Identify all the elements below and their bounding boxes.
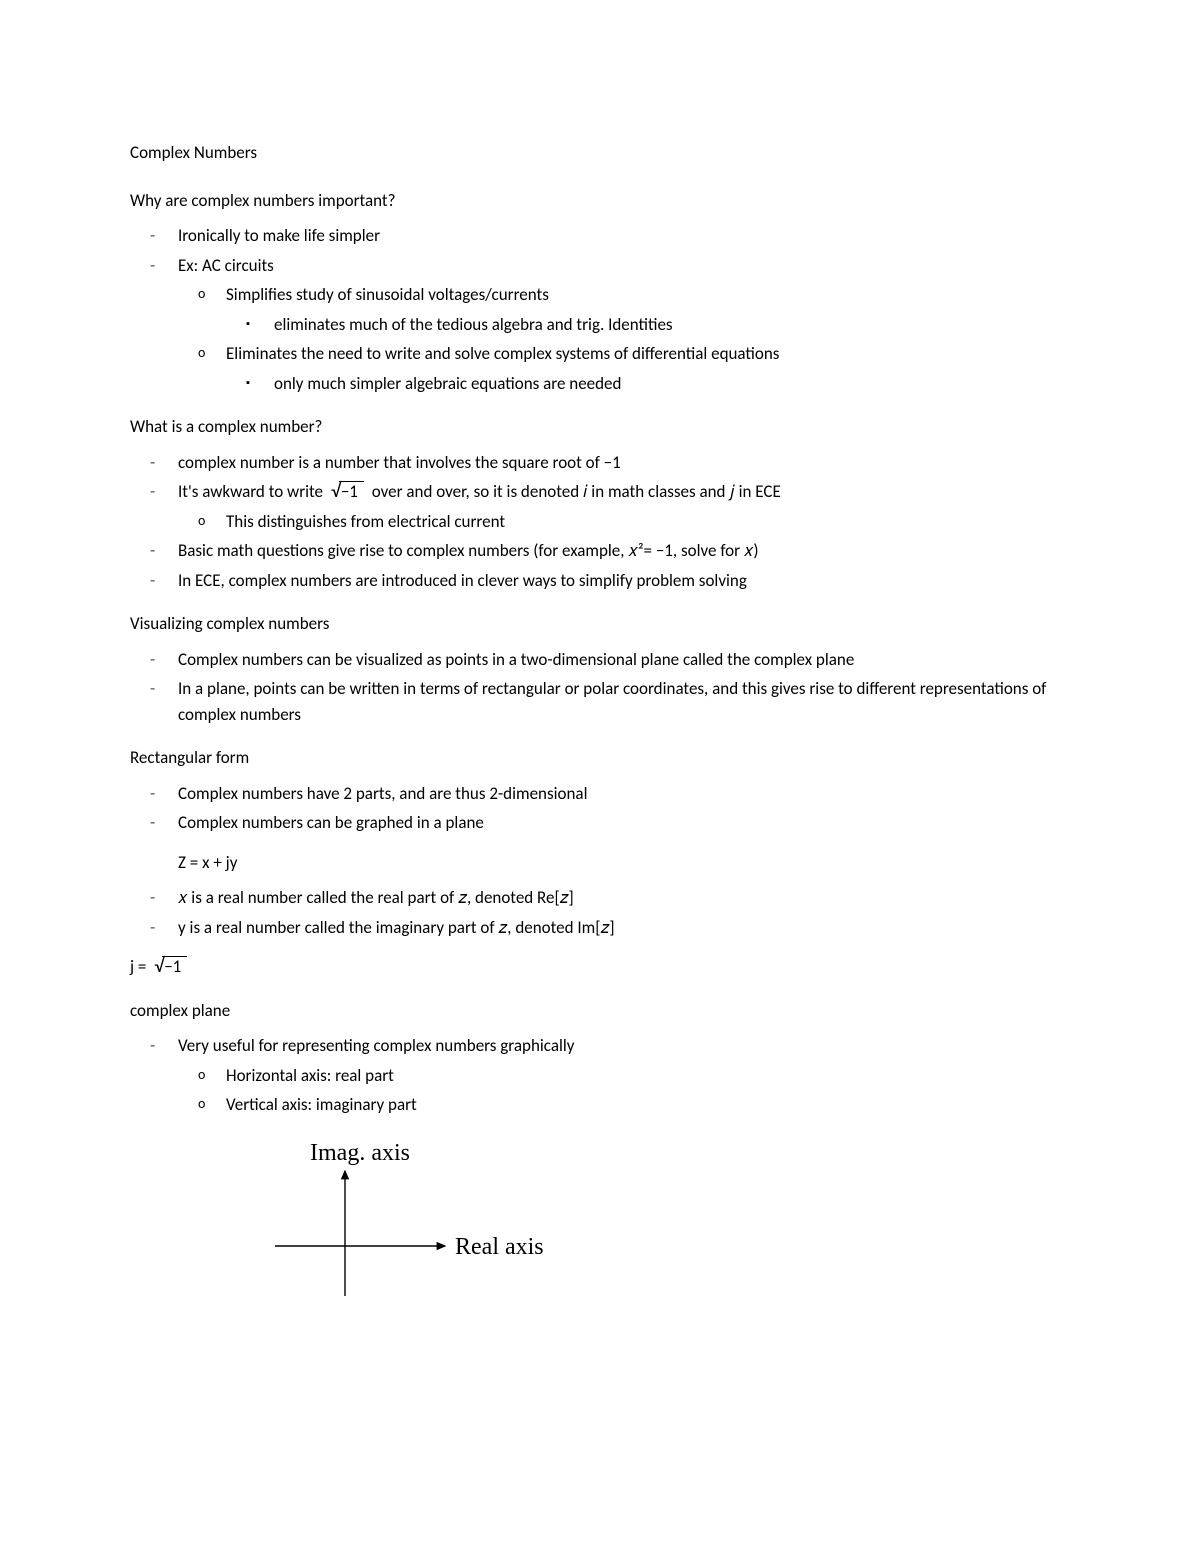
list-item: Vertical axis: imaginary part: [226, 1092, 1070, 1118]
list-item: In a plane, points can be written in ter…: [178, 676, 1070, 727]
list-item: Basic math questions give rise to comple…: [178, 538, 1070, 564]
list-item-text: Eliminates the need to write and solve c…: [226, 343, 779, 364]
radicand: −1: [162, 956, 187, 977]
list-viz: Complex numbers can be visualized as poi…: [130, 647, 1070, 728]
list-item: Simplifies study of sinusoidal voltages/…: [226, 282, 1070, 337]
list-item-text: Simplifies study of sinusoidal voltages/…: [226, 284, 549, 305]
sublist-plane: Horizontal axis: real part Vertical axis…: [178, 1063, 1070, 1118]
list-item: eliminates much of the tedious algebra a…: [274, 312, 1070, 338]
list-item: complex number is a number that involves…: [178, 450, 1070, 476]
list-item-text-cont: over and over, so it is denoted 𝑖 in mat…: [372, 481, 781, 502]
page-title: Complex Numbers: [130, 140, 1070, 166]
list-rect-parts: 𝑥 is a real number called the real part …: [130, 885, 1070, 940]
equation-z: Z = x + jy: [178, 850, 1070, 876]
list-item-text: Very useful for representing complex num…: [178, 1035, 574, 1056]
axes-svg: Imag. axis Real axis: [230, 1136, 590, 1306]
sqrt-expression: √ −1: [331, 481, 364, 502]
section-heading-why: Why are complex numbers important?: [130, 188, 1070, 214]
radicand: −1: [339, 481, 364, 502]
section-heading-what: What is a complex number?: [130, 414, 1070, 440]
list-item: Eliminates the need to write and solve c…: [226, 341, 1070, 396]
sublist-what: This distinguishes from electrical curre…: [178, 509, 1070, 535]
list-item-text: It's awkward to write: [178, 481, 323, 502]
list-item: It's awkward to write √ −1 over and over…: [178, 479, 1070, 534]
list-item: Complex numbers have 2 parts, and are th…: [178, 781, 1070, 807]
list-what: complex number is a number that involves…: [130, 450, 1070, 594]
list-item: In ECE, complex numbers are introduced i…: [178, 568, 1070, 594]
list-item: Complex numbers can be visualized as poi…: [178, 647, 1070, 673]
list-item: Ironically to make life simpler: [178, 223, 1070, 249]
section-heading-plane: complex plane: [130, 998, 1070, 1024]
imag-axis-label: Imag. axis: [310, 1140, 410, 1166]
section-heading-viz: Visualizing complex numbers: [130, 611, 1070, 637]
list-item: 𝑥 is a real number called the real part …: [178, 885, 1070, 911]
list-item: y is a real number called the imaginary …: [178, 915, 1070, 941]
list-rect: Complex numbers have 2 parts, and are th…: [130, 781, 1070, 836]
list-item-text: Ex: AC circuits: [178, 255, 274, 276]
sqrt-expression: √ −1: [154, 956, 187, 977]
real-axis-label: Real axis: [455, 1234, 544, 1260]
list-item: only much simpler algebraic equations ar…: [274, 371, 1070, 397]
section-heading-rect: Rectangular form: [130, 745, 1070, 771]
equation-j-prefix: j =: [130, 956, 146, 977]
sublist-ac: Simplifies study of sinusoidal voltages/…: [178, 282, 1070, 396]
document-page: Complex Numbers Why are complex numbers …: [0, 0, 1200, 1373]
list-item: Very useful for representing complex num…: [178, 1033, 1070, 1118]
list-why: Ironically to make life simpler Ex: AC c…: [130, 223, 1070, 396]
list-item: Ex: AC circuits Simplifies study of sinu…: [178, 253, 1070, 397]
list-plane: Very useful for representing complex num…: [130, 1033, 1070, 1118]
subsublist: eliminates much of the tedious algebra a…: [226, 312, 1070, 338]
list-item: Complex numbers can be graphed in a plan…: [178, 810, 1070, 836]
equation-j: j = √ −1: [130, 954, 1070, 980]
list-item: This distinguishes from electrical curre…: [226, 509, 1070, 535]
subsublist: only much simpler algebraic equations ar…: [226, 371, 1070, 397]
complex-plane-diagram: Imag. axis Real axis: [230, 1136, 1070, 1314]
list-item: Horizontal axis: real part: [226, 1063, 1070, 1089]
